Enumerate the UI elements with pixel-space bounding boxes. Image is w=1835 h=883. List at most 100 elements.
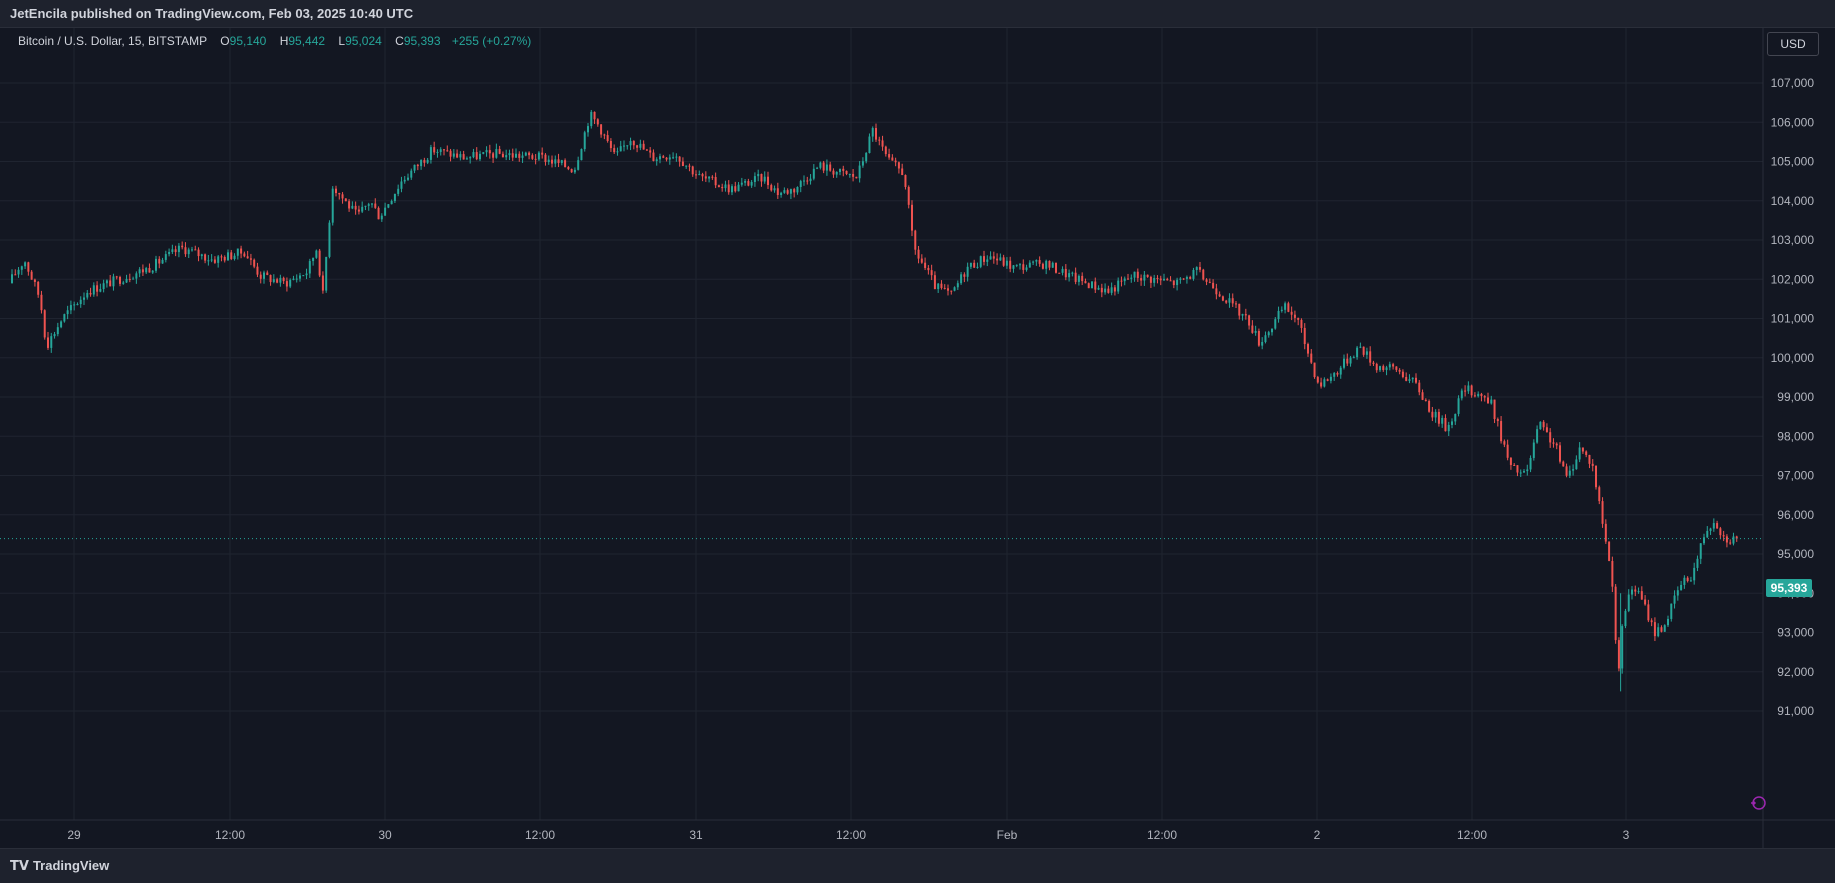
candle-body <box>1218 294 1221 297</box>
candle-body <box>1451 421 1454 425</box>
candle-body <box>361 206 364 212</box>
candle-body <box>839 168 842 172</box>
candle-body <box>141 269 144 273</box>
candle-body <box>711 176 714 178</box>
candle-body <box>1604 523 1607 542</box>
candles <box>11 109 1738 692</box>
candle-body <box>390 201 393 205</box>
candle-body <box>1565 466 1568 476</box>
candle-body <box>884 146 887 155</box>
candle-body <box>1182 278 1185 280</box>
candle-body <box>809 178 812 182</box>
candle-body <box>832 170 835 175</box>
candle-body <box>541 152 544 155</box>
candle-body <box>92 285 95 295</box>
candle-body <box>213 259 216 263</box>
candle-body <box>469 157 472 159</box>
candle-body <box>1732 536 1735 544</box>
candle-body <box>1411 377 1414 380</box>
candle-body <box>1271 328 1274 333</box>
chart-area[interactable]: 107,000 106,000 105,000 104,000 103,000 102,0… <box>0 28 1835 848</box>
candle-body <box>1379 366 1382 371</box>
candle-body <box>364 205 367 207</box>
replay-icon[interactable] <box>1749 794 1767 812</box>
candle-body <box>325 256 328 291</box>
candle-body <box>1385 367 1388 370</box>
candle-body <box>1388 364 1391 368</box>
candle-body <box>1595 465 1598 488</box>
candle-body <box>577 160 580 170</box>
candle-body <box>590 111 593 127</box>
price-axis[interactable]: 107,000 106,000 105,000 104,000 103,000 102,0… <box>1771 76 1815 718</box>
candle-body <box>1343 358 1346 368</box>
candle-body <box>60 321 63 328</box>
candle-body <box>1545 427 1548 433</box>
published-text: JetEncila published on TradingView.com, … <box>10 6 414 21</box>
y-tick-label: 93,000 <box>1777 626 1814 640</box>
candle-body <box>86 292 89 298</box>
candle-body <box>1146 274 1149 277</box>
candle-body <box>812 168 815 179</box>
candle-body <box>177 245 180 253</box>
candle-body <box>1081 275 1084 282</box>
candle-body <box>161 259 164 264</box>
candle-body <box>786 190 789 194</box>
candle-body <box>1313 362 1316 378</box>
candle-body <box>1467 385 1470 392</box>
candle-body <box>384 207 387 216</box>
candle-body <box>1127 278 1130 280</box>
candle-body <box>174 249 177 253</box>
candle-body <box>1084 281 1087 284</box>
candle-body <box>662 156 665 158</box>
candle-body <box>708 176 711 179</box>
y-tick-label: 106,000 <box>1771 115 1815 129</box>
candle-body <box>413 164 416 171</box>
candle-body <box>1555 443 1558 446</box>
candle-body <box>495 148 498 158</box>
candle-body <box>1349 357 1352 364</box>
candle-body <box>459 154 462 158</box>
candle-body <box>518 153 521 158</box>
symbol-name: Bitcoin / U.S. Dollar, 15, BITSTAMP <box>18 34 207 48</box>
candle-body <box>1559 445 1562 462</box>
candle-body <box>236 248 239 256</box>
candle-body <box>227 252 230 261</box>
candle-body <box>848 173 851 175</box>
candle-body <box>1221 296 1224 301</box>
candle-body <box>1091 281 1094 289</box>
candle-body <box>1552 442 1555 444</box>
candle-body <box>868 136 871 153</box>
candle-body <box>1581 447 1584 452</box>
candle-body <box>1500 421 1503 442</box>
candle-body <box>1496 419 1499 422</box>
candle-body <box>740 182 743 185</box>
candle-body <box>498 148 501 154</box>
candle-body <box>164 254 167 260</box>
candle-body <box>704 176 707 179</box>
candle-body <box>721 186 724 189</box>
candle-body <box>374 203 377 208</box>
candle-body <box>1297 317 1300 320</box>
candle-body <box>1077 275 1080 282</box>
candle-body <box>269 274 272 283</box>
candlestick-chart[interactable]: 107,000 106,000 105,000 104,000 103,000 102,0… <box>0 28 1835 848</box>
candle-body <box>763 176 766 182</box>
y-tick-label: 103,000 <box>1771 233 1815 247</box>
candle-body <box>429 147 432 160</box>
candle-body <box>37 281 40 295</box>
candle-body <box>875 128 878 140</box>
candle-body <box>1320 382 1323 387</box>
x-tick-label: 29 <box>67 828 81 842</box>
time-axis[interactable]: 29 12:00 30 12:00 31 12:00 Feb 12:00 2 12:00 3 <box>67 828 1629 842</box>
candle-body <box>282 277 285 282</box>
candle-body <box>1673 595 1676 604</box>
candle-body <box>456 153 459 158</box>
candle-body <box>341 194 344 199</box>
candle-body <box>1199 267 1202 270</box>
candle-body <box>757 173 760 177</box>
candle-body <box>321 275 324 291</box>
candle-body <box>580 149 583 161</box>
currency-button[interactable]: USD <box>1767 32 1819 56</box>
candle-body <box>420 160 423 167</box>
candle-body <box>940 283 943 288</box>
